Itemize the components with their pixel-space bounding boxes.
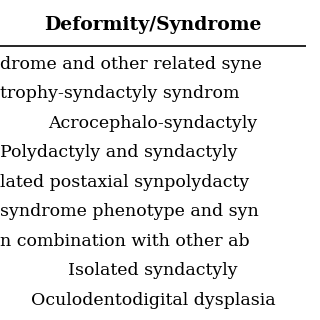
Text: n combination with other ab: n combination with other ab: [0, 233, 250, 250]
Text: syndrome phenotype and syn: syndrome phenotype and syn: [0, 203, 259, 220]
Text: Deformity/Syndrome: Deformity/Syndrome: [44, 16, 262, 34]
Text: Oculodentodigital dysplasia: Oculodentodigital dysplasia: [31, 292, 276, 308]
Text: drome and other related syne: drome and other related syne: [0, 56, 262, 73]
Text: lated postaxial synpolydacty: lated postaxial synpolydacty: [0, 174, 249, 191]
Text: trophy-syndactyly syndrom: trophy-syndactyly syndrom: [0, 85, 239, 102]
Text: Isolated syndactyly: Isolated syndactyly: [68, 262, 238, 279]
Text: Polydactyly and syndactyly: Polydactyly and syndactyly: [0, 144, 237, 161]
Text: Acrocephalo-syndactyly: Acrocephalo-syndactyly: [48, 115, 258, 132]
